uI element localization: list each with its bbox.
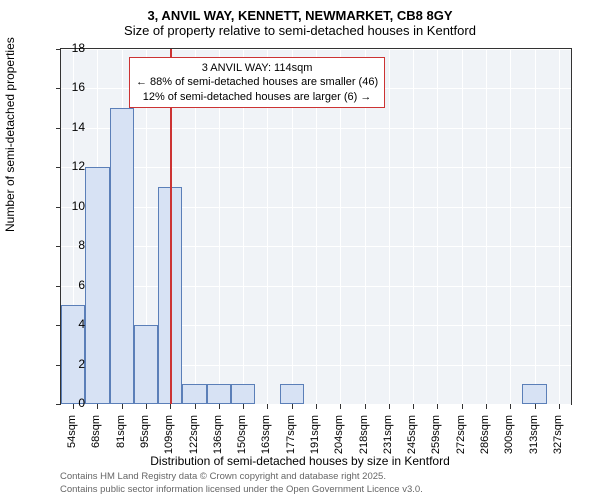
y-axis-label: Number of semi-detached properties: [3, 37, 17, 232]
x-tick-label: 81sqm: [115, 415, 127, 455]
title-sub: Size of property relative to semi-detach…: [0, 23, 600, 42]
grid-line-v: [486, 49, 487, 404]
x-tick-mark: [389, 404, 390, 409]
title-main: 3, ANVIL WAY, KENNETT, NEWMARKET, CB8 8G…: [0, 0, 600, 23]
x-tick-mark: [195, 404, 196, 409]
x-tick-label: 231sqm: [382, 415, 394, 455]
grid-line-v: [437, 49, 438, 404]
x-tick-label: 95sqm: [139, 415, 151, 455]
grid-line-v: [389, 49, 390, 404]
x-tick-mark: [510, 404, 511, 409]
footer-line1: Contains HM Land Registry data © Crown c…: [60, 471, 423, 483]
x-tick-label: 191sqm: [309, 415, 321, 455]
x-tick-mark: [219, 404, 220, 409]
annotation-line1: 3 ANVIL WAY: 114sqm: [136, 61, 378, 75]
x-tick-mark: [170, 404, 171, 409]
grid-line-v: [535, 49, 536, 404]
x-tick-mark: [292, 404, 293, 409]
y-tick-label: 18: [60, 41, 85, 55]
x-tick-label: 313sqm: [528, 415, 540, 455]
x-tick-label: 272sqm: [455, 415, 467, 455]
x-tick-label: 109sqm: [163, 415, 175, 455]
grid-line-v: [462, 49, 463, 404]
grid-line-v: [510, 49, 511, 404]
histogram-bar: [207, 384, 231, 404]
x-tick-label: 327sqm: [552, 415, 564, 455]
x-tick-mark: [97, 404, 98, 409]
grid-line-v: [413, 49, 414, 404]
y-tick-label: 2: [60, 357, 85, 371]
histogram-bar: [85, 167, 109, 404]
x-tick-label: 136sqm: [212, 415, 224, 455]
x-tick-mark: [146, 404, 147, 409]
histogram-bar: [182, 384, 206, 404]
x-tick-mark: [316, 404, 317, 409]
x-tick-label: 163sqm: [260, 415, 272, 455]
x-tick-mark: [486, 404, 487, 409]
histogram-bar: [110, 108, 134, 404]
histogram-bar: [280, 384, 304, 404]
x-tick-label: 54sqm: [66, 415, 78, 455]
y-tick-label: 10: [60, 199, 85, 213]
x-tick-mark: [559, 404, 560, 409]
x-tick-mark: [413, 404, 414, 409]
x-tick-mark: [340, 404, 341, 409]
chart-container: 3, ANVIL WAY, KENNETT, NEWMARKET, CB8 8G…: [0, 0, 600, 500]
x-tick-label: 204sqm: [333, 415, 345, 455]
x-tick-label: 122sqm: [188, 415, 200, 455]
y-tick-label: 6: [60, 278, 85, 292]
x-tick-label: 300sqm: [503, 415, 515, 455]
annotation-line2: ← 88% of semi-detached houses are smalle…: [136, 75, 378, 89]
x-tick-label: 286sqm: [479, 415, 491, 455]
histogram-bar: [522, 384, 546, 404]
x-tick-label: 150sqm: [236, 415, 248, 455]
y-tick-label: 0: [60, 396, 85, 410]
grid-line-v: [559, 49, 560, 404]
annotation-line3: 12% of semi-detached houses are larger (…: [136, 90, 378, 104]
footer-line2: Contains public sector information licen…: [60, 484, 423, 496]
x-tick-label: 218sqm: [358, 415, 370, 455]
y-tick-label: 4: [60, 317, 85, 331]
x-tick-label: 245sqm: [406, 415, 418, 455]
y-tick-label: 8: [60, 238, 85, 252]
y-tick-label: 12: [60, 159, 85, 173]
histogram-bar: [231, 384, 255, 404]
x-axis-label: Distribution of semi-detached houses by …: [0, 454, 600, 468]
x-tick-mark: [437, 404, 438, 409]
histogram-bar: [134, 325, 158, 404]
x-tick-mark: [122, 404, 123, 409]
plot-area: 3 ANVIL WAY: 114sqm← 88% of semi-detache…: [60, 48, 572, 405]
annotation-box: 3 ANVIL WAY: 114sqm← 88% of semi-detache…: [129, 57, 385, 108]
x-tick-mark: [462, 404, 463, 409]
x-tick-mark: [243, 404, 244, 409]
x-tick-label: 68sqm: [90, 415, 102, 455]
x-tick-mark: [267, 404, 268, 409]
x-tick-label: 259sqm: [430, 415, 442, 455]
y-tick-label: 16: [60, 80, 85, 94]
x-tick-mark: [535, 404, 536, 409]
x-tick-label: 177sqm: [285, 415, 297, 455]
x-tick-mark: [365, 404, 366, 409]
y-tick-label: 14: [60, 120, 85, 134]
footer-attribution: Contains HM Land Registry data © Crown c…: [60, 471, 423, 496]
